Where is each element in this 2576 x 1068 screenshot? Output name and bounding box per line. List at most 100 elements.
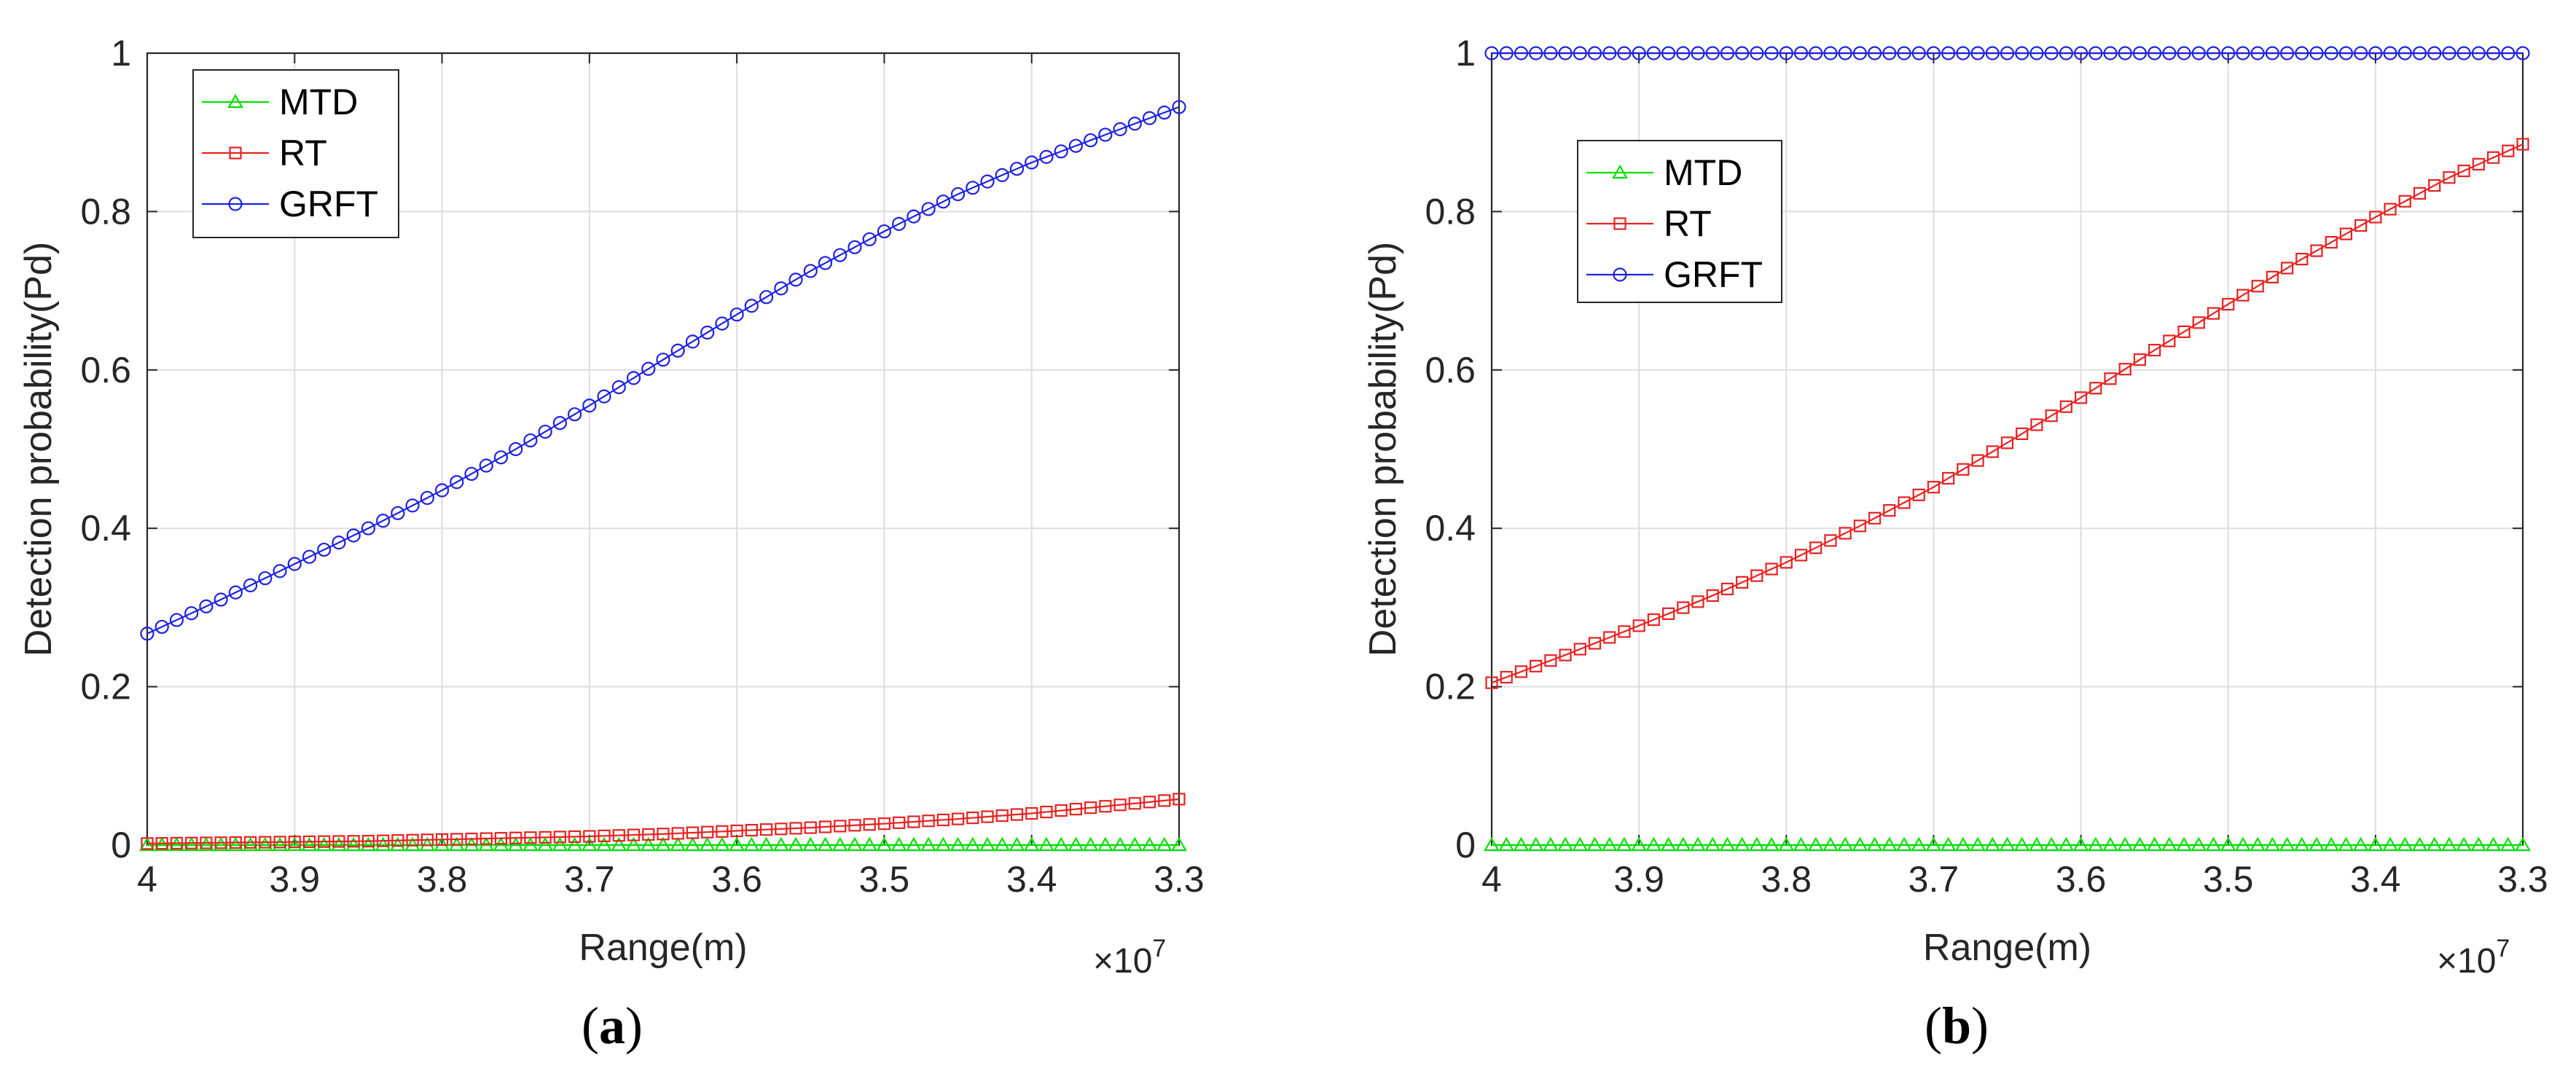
data-point-mtd [743, 836, 760, 852]
data-point-rt [642, 828, 655, 841]
data-point-grft [1157, 105, 1172, 120]
data-point-mtd [1866, 836, 1883, 852]
data-point-grft [1558, 46, 1573, 60]
data-point-grft [1039, 149, 1054, 164]
data-point-grft [980, 174, 995, 189]
data-point-mtd [2250, 836, 2266, 852]
data-point-rt [1010, 808, 1024, 821]
x-tick-label: 3.5 [859, 859, 910, 900]
data-point-mtd [1940, 836, 1957, 852]
data-point-mtd [1038, 836, 1054, 852]
data-point-rt [1706, 589, 1719, 602]
data-point-grft [892, 216, 907, 231]
data-point-mtd [2470, 836, 2487, 852]
data-point-grft [376, 514, 391, 528]
legend-marker-rt [229, 146, 242, 160]
data-point-rt [2516, 138, 2529, 151]
x-tick-label: 4 [137, 859, 157, 900]
data-point-grft [2324, 46, 2338, 60]
data-point-rt [553, 831, 567, 844]
data-point-grft [2516, 46, 2530, 60]
y-tick-label: 1 [1455, 33, 1476, 74]
data-point-mtd [1557, 836, 1573, 852]
data-point-grft [803, 264, 818, 278]
data-point-mtd [2338, 836, 2354, 852]
data-point-rt [539, 831, 552, 844]
data-point-grft [1113, 122, 1127, 136]
data-point-grft [538, 424, 552, 439]
data-point-grft [1009, 162, 1025, 176]
data-point-grft [700, 325, 715, 340]
data-point-rt [1530, 659, 1543, 672]
data-point-mtd [861, 836, 878, 852]
data-point-rt [465, 832, 478, 846]
x-tick-label: 4 [1481, 859, 1502, 900]
data-point-grft [1587, 46, 1602, 60]
data-point-grft [493, 450, 509, 465]
data-point-rt [524, 831, 537, 844]
data-point-grft [670, 343, 685, 358]
data-point-mtd [301, 836, 318, 852]
data-point-mtd [1068, 836, 1084, 852]
data-point-grft [2177, 46, 2191, 60]
x-tick-label: 3.7 [564, 859, 615, 900]
x-exponent-base: ×10 [2437, 942, 2496, 981]
data-point-rt [200, 836, 213, 849]
data-point-grft [2295, 46, 2309, 60]
data-point-rt [302, 835, 316, 849]
data-point-grft [1911, 46, 1926, 60]
data-point-grft [744, 299, 759, 313]
y-tick-label: 0.6 [80, 350, 131, 390]
data-point-mtd [2146, 836, 2163, 852]
data-point-rt [2045, 409, 2058, 423]
data-point-grft [391, 506, 405, 520]
data-point-mtd [566, 836, 583, 852]
data-point-rt [406, 833, 419, 847]
data-point-grft [1793, 46, 1809, 60]
panel-caption: (a) [582, 997, 643, 1055]
legend-label-grft: GRFT [1664, 254, 1763, 295]
data-point-mtd [699, 836, 716, 852]
data-point-rt [1054, 804, 1068, 817]
data-point-mtd [2176, 836, 2192, 852]
data-point-rt [2457, 164, 2470, 178]
data-point-rt [420, 833, 434, 847]
data-point-rt [1765, 562, 1778, 576]
data-point-grft [2088, 46, 2103, 60]
data-point-rt [1544, 654, 1557, 667]
data-point-mtd [2117, 836, 2134, 852]
data-point-grft [464, 466, 479, 482]
data-point-mtd [2191, 836, 2207, 852]
data-point-grft [434, 483, 450, 498]
data-point-rt [1691, 595, 1704, 608]
y-axis-label: Detection probability(Pd) [1362, 242, 1404, 656]
data-point-grft [2368, 46, 2383, 60]
data-point-rt [2413, 186, 2427, 200]
data-point-grft [2044, 46, 2059, 60]
data-point-mtd [655, 836, 671, 852]
data-point-rt [2148, 344, 2161, 357]
y-tick-label: 0 [1455, 825, 1476, 865]
data-point-rt [2222, 297, 2235, 311]
data-point-rt [1853, 519, 1866, 533]
y-tick-label: 0.2 [1425, 667, 1476, 707]
data-point-grft [2221, 46, 2236, 60]
legend: MTD RT GRFT [1577, 140, 1782, 303]
data-point-grft [346, 528, 361, 543]
y-tick-label: 0.8 [80, 191, 131, 232]
data-point-mtd [1911, 836, 1927, 852]
data-point-grft [169, 613, 184, 627]
data-point-mtd [1631, 836, 1648, 852]
data-point-mtd [1542, 836, 1559, 852]
y-tick-label: 0.4 [80, 508, 131, 549]
chart-panel-a: 4 3.9 3.8 3.7 3.6 3.5 3.4 3.3 0 0.2 0.4 0.6 0.8 1 Rang… [17, 33, 1205, 1055]
data-point-mtd [345, 836, 362, 852]
data-point-grft [1941, 46, 1956, 60]
data-point-rt [804, 821, 817, 834]
data-point-grft [1142, 111, 1157, 125]
legend-label-rt: RT [279, 133, 327, 173]
data-point-rt [1883, 504, 1896, 517]
data-point-grft [1705, 46, 1720, 60]
grid-lines [147, 53, 1179, 845]
data-point-rt [1647, 613, 1660, 627]
